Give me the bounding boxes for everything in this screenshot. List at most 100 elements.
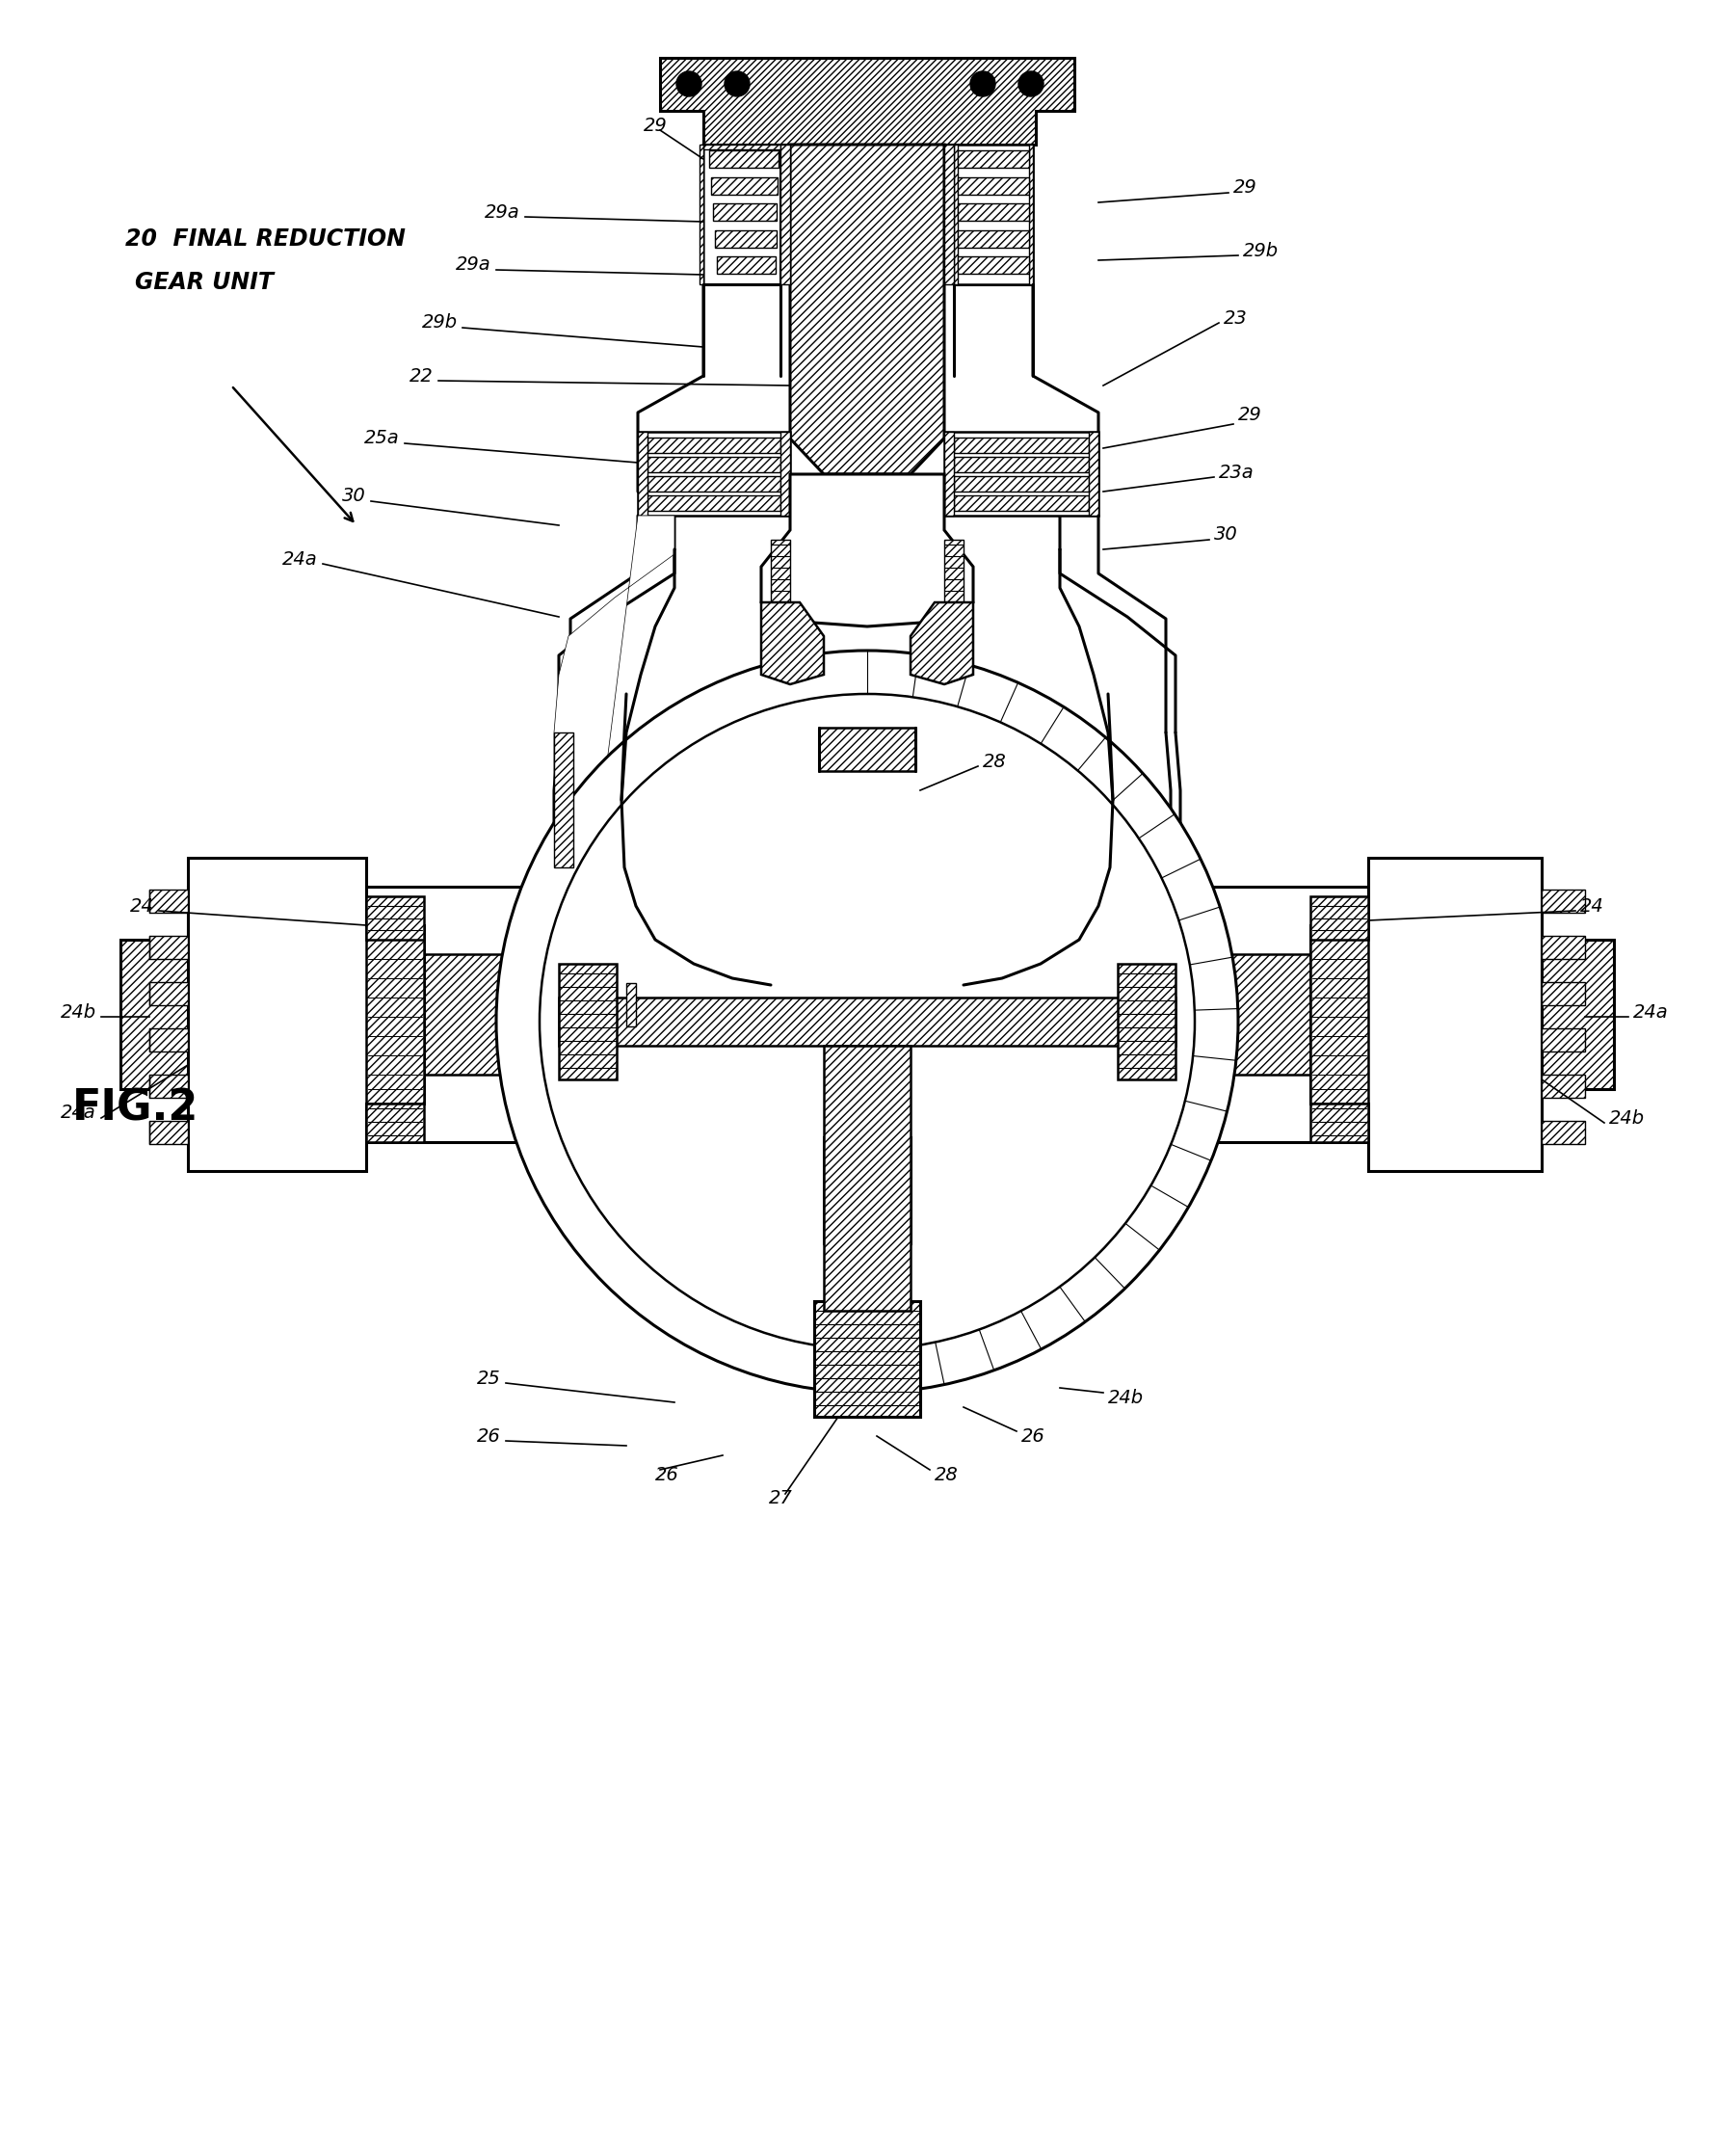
Text: 25a: 25a (364, 429, 400, 448)
Text: 24b: 24b (60, 1003, 96, 1022)
Polygon shape (558, 998, 1174, 1046)
Text: 24: 24 (130, 897, 155, 914)
Text: 28: 28 (982, 752, 1006, 770)
Polygon shape (953, 496, 1089, 511)
Polygon shape (910, 602, 972, 683)
Polygon shape (716, 257, 774, 274)
Polygon shape (956, 257, 1028, 274)
Polygon shape (553, 515, 675, 1147)
Polygon shape (366, 897, 424, 940)
Polygon shape (366, 1104, 424, 1143)
Polygon shape (647, 438, 780, 453)
Polygon shape (187, 858, 424, 1171)
Text: 23a: 23a (1217, 464, 1253, 481)
Text: 30: 30 (342, 487, 366, 505)
Polygon shape (1310, 1104, 1367, 1143)
Circle shape (539, 694, 1193, 1350)
Text: 26: 26 (654, 1466, 678, 1483)
Polygon shape (1540, 890, 1585, 912)
Text: 29a: 29a (484, 203, 520, 222)
Polygon shape (824, 1136, 910, 1244)
Polygon shape (953, 438, 1089, 453)
Polygon shape (149, 1074, 187, 1097)
Text: 24a: 24a (60, 1104, 96, 1123)
Polygon shape (709, 151, 778, 168)
Circle shape (970, 71, 994, 97)
Polygon shape (1540, 1074, 1585, 1097)
Polygon shape (187, 955, 558, 1074)
Polygon shape (120, 940, 187, 1089)
Polygon shape (149, 890, 187, 912)
Polygon shape (714, 231, 776, 248)
Text: 23: 23 (1223, 308, 1247, 328)
Polygon shape (771, 539, 790, 602)
Polygon shape (1540, 1121, 1585, 1145)
Text: 28: 28 (934, 1466, 958, 1483)
Polygon shape (780, 144, 790, 285)
Polygon shape (637, 431, 647, 515)
Polygon shape (1310, 925, 1367, 1104)
Text: 26: 26 (477, 1427, 501, 1445)
Polygon shape (1118, 964, 1174, 1080)
Polygon shape (956, 151, 1028, 168)
Polygon shape (702, 144, 780, 149)
Text: 25: 25 (477, 1369, 501, 1386)
Polygon shape (1089, 431, 1097, 515)
Polygon shape (956, 231, 1028, 248)
Polygon shape (659, 58, 1073, 144)
Polygon shape (1174, 955, 1540, 1074)
Polygon shape (956, 203, 1028, 220)
Polygon shape (637, 431, 790, 515)
Text: 20  FINAL REDUCTION: 20 FINAL REDUCTION (125, 226, 405, 250)
Polygon shape (944, 431, 1097, 515)
Polygon shape (627, 983, 635, 1026)
Circle shape (725, 71, 749, 97)
Polygon shape (1540, 983, 1585, 1005)
Circle shape (579, 733, 1156, 1311)
Text: 22: 22 (410, 367, 433, 386)
Polygon shape (149, 1028, 187, 1052)
Text: 29b: 29b (1241, 241, 1277, 259)
Polygon shape (149, 1121, 187, 1145)
Polygon shape (647, 457, 780, 472)
Text: GEAR UNIT: GEAR UNIT (136, 272, 273, 293)
Polygon shape (1310, 858, 1540, 1171)
Polygon shape (953, 144, 1032, 285)
Polygon shape (699, 144, 702, 285)
Polygon shape (553, 733, 573, 867)
Text: FIG.2: FIG.2 (72, 1087, 199, 1130)
Text: 24b: 24b (1609, 1108, 1643, 1128)
Polygon shape (761, 602, 824, 683)
Polygon shape (953, 476, 1089, 492)
Polygon shape (761, 474, 972, 627)
Polygon shape (790, 144, 944, 474)
Text: 29: 29 (1238, 405, 1262, 423)
Polygon shape (579, 733, 1156, 1311)
Polygon shape (558, 964, 616, 1080)
Polygon shape (953, 144, 956, 285)
Polygon shape (713, 203, 776, 220)
Polygon shape (1028, 144, 1032, 285)
Text: 26: 26 (1022, 1427, 1044, 1445)
Text: 29b: 29b (422, 315, 457, 332)
Polygon shape (944, 144, 953, 285)
Text: 30: 30 (1214, 526, 1238, 543)
Polygon shape (780, 431, 790, 515)
Polygon shape (1540, 940, 1612, 1089)
Circle shape (1018, 71, 1042, 97)
Polygon shape (1540, 1028, 1585, 1052)
Text: 24a: 24a (1633, 1003, 1667, 1022)
Text: 27: 27 (767, 1490, 792, 1507)
Polygon shape (824, 1046, 910, 1311)
Polygon shape (819, 729, 915, 772)
Polygon shape (647, 476, 780, 492)
Polygon shape (149, 983, 187, 1005)
Text: 24b: 24b (1107, 1388, 1144, 1406)
Circle shape (496, 651, 1238, 1393)
Polygon shape (366, 925, 424, 1104)
Text: 29: 29 (642, 116, 666, 134)
Polygon shape (149, 936, 187, 959)
Polygon shape (953, 457, 1089, 472)
Circle shape (676, 71, 701, 97)
Polygon shape (1310, 897, 1367, 940)
